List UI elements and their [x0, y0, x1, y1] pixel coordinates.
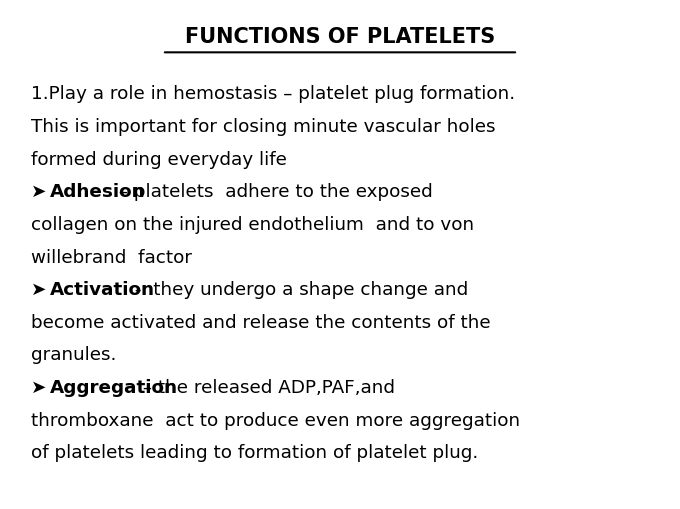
Text: FUNCTIONS OF PLATELETS: FUNCTIONS OF PLATELETS	[185, 26, 495, 47]
Text: This is important for closing minute vascular holes: This is important for closing minute vas…	[31, 118, 496, 136]
Text: thromboxane  act to produce even more aggregation: thromboxane act to produce even more agg…	[31, 411, 520, 429]
Text: granules.: granules.	[31, 346, 116, 363]
Text: – platelets  adhere to the exposed: – platelets adhere to the exposed	[114, 183, 433, 201]
Text: Activation: Activation	[50, 280, 155, 299]
Text: willebrand  factor: willebrand factor	[31, 248, 192, 266]
Text: of platelets leading to formation of platelet plug.: of platelets leading to formation of pla…	[31, 443, 478, 461]
Text: ➤: ➤	[31, 280, 46, 299]
Text: ➤: ➤	[31, 378, 46, 396]
Text: formed during everyday life: formed during everyday life	[31, 150, 287, 168]
Text: become activated and release the contents of the: become activated and release the content…	[31, 313, 491, 331]
Text: -  they undergo a shape change and: - they undergo a shape change and	[129, 280, 469, 299]
Text: Aggregation: Aggregation	[50, 378, 178, 396]
Text: – the released ADP,PAF,and: – the released ADP,PAF,and	[137, 378, 395, 396]
Text: Adhesion: Adhesion	[50, 183, 146, 201]
Text: 1.Play a role in hemostasis – platelet plug formation.: 1.Play a role in hemostasis – platelet p…	[31, 86, 515, 103]
Text: ➤: ➤	[31, 183, 46, 201]
Text: collagen on the injured endothelium  and to von: collagen on the injured endothelium and …	[31, 215, 474, 234]
